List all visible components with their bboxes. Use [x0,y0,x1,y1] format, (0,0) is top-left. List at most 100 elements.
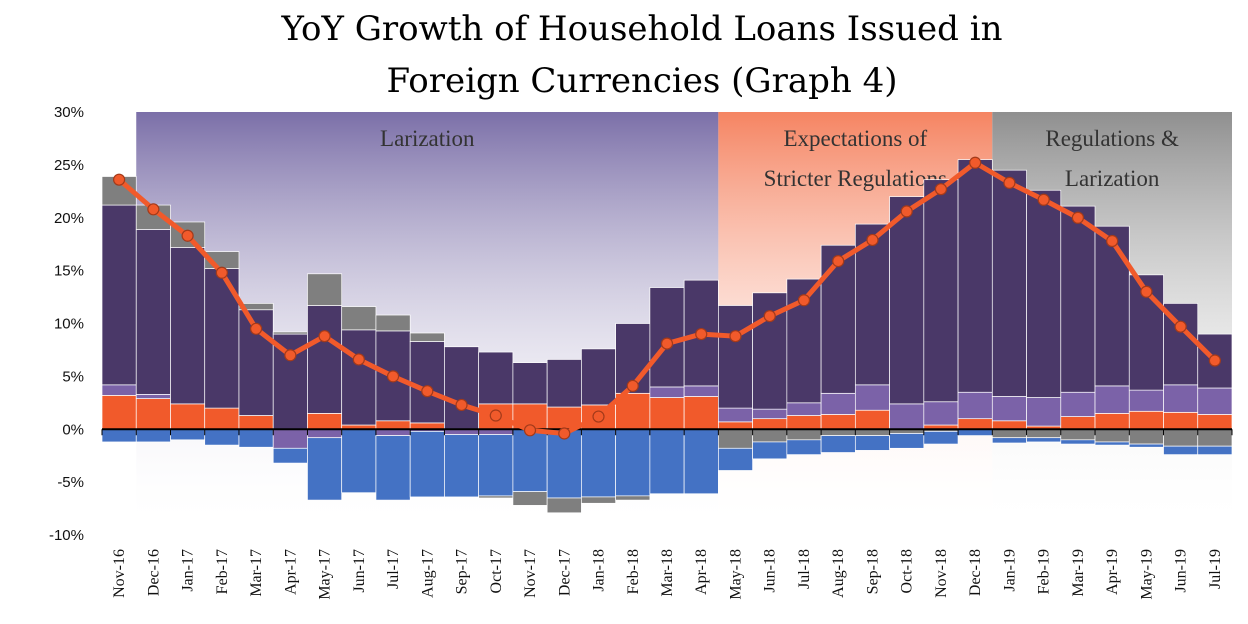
x-tick-label: Apr-17 [282,549,299,595]
y-tick-label: 10% [54,316,84,333]
y-tick-label: -10% [49,527,84,544]
bar-segment-0-2 [170,403,206,430]
bar-segment-4-18 [718,447,753,471]
bar-segment-4-17 [683,428,719,495]
bar-segment-2-12 [512,362,548,405]
bar-segment-3-28 [1060,428,1096,441]
bar-segment-2-24 [923,179,959,403]
bar-segment-3-26 [991,428,1027,439]
x-tick-label: Aug-17 [419,549,436,598]
bar-segment-2-13 [546,359,582,408]
bar-segment-3-20 [786,428,822,441]
bar-segment-0-25 [957,418,993,430]
bar-segment-3-29 [1094,428,1130,443]
bar-segment-2-27 [1026,189,1062,398]
x-tick-label: Mar-18 [659,549,676,597]
bar-segment-1-27 [1026,397,1062,427]
bar-segment-1-25 [957,391,993,420]
bar-segment-4-0 [101,428,137,443]
bar-segment-1-16 [649,386,685,398]
x-tick-label: Jun-18 [762,549,779,593]
bar-segment-1-1 [135,394,171,399]
bar-segment-1-0 [101,384,137,396]
y-tick-label: 5% [62,368,84,385]
y-tick-label: 0% [62,421,84,438]
bar-segment-3-31 [1163,428,1199,447]
bar-segment-2-22 [854,223,890,386]
bar-segment-1-19 [752,408,788,420]
bar-segment-0-19 [752,418,788,430]
line-point-6 [318,330,331,343]
bar-segment-0-0 [101,395,137,430]
bar-segment-4-24 [923,431,959,445]
bar-segment-0-3 [204,407,240,430]
bar-segment-4-20 [786,439,822,455]
bar-segment-1-23 [889,403,925,430]
bar-segment-1-18 [718,407,753,423]
bar-segment-1-30 [1128,389,1164,412]
bar-segment-4-9 [409,431,445,498]
bar-segment-0-8 [375,420,411,430]
x-tick-label: Jan-17 [180,549,197,592]
bar-segment-3-27 [1026,428,1062,439]
bar-segment-3-30 [1128,428,1164,445]
bar-segment-2-18 [718,305,753,409]
bar-segment-4-5 [272,447,308,464]
bar-segment-2-16 [649,287,685,388]
bar-segment-5-15 [615,495,651,501]
bar-segment-1-21 [820,392,856,415]
bar-segment-4-12 [512,428,548,492]
x-tick-label: Aug-18 [830,549,847,598]
line-point-25 [969,156,982,169]
bar-segment-3-18 [718,428,753,449]
x-tick-label: May-17 [317,549,334,600]
bar-segment-2-11 [478,351,514,405]
bar-segment-0-22 [854,409,890,430]
bar-segment-1-20 [786,402,822,416]
line-point-13 [558,427,571,440]
x-tick-label: Oct-18 [899,549,916,593]
bar-segment-0-31 [1163,411,1199,430]
line-point-5 [284,349,297,362]
x-tick-label: May-19 [1138,549,1155,600]
bar-segment-1-31 [1163,384,1199,413]
bar-segment-3-32 [1197,428,1233,447]
bar-segment-0-26 [991,420,1027,430]
bar-segment-3-9 [409,332,445,342]
bar-segment-2-25 [957,159,993,393]
x-axis: Nov-16 Dec-16 Jan-17 Feb-17 Mar-17 Apr-17 May-… [111,549,1224,600]
bar-segment-0-21 [820,414,856,430]
bar-segment-4-14 [581,428,616,498]
y-axis: 30% 25% 20% 15% 10% 5% 0% -5% -10% [49,104,84,544]
x-tick-label: Mar-19 [1070,549,1087,597]
bar-segment-1-24 [923,401,959,426]
bar-segment-4-10 [444,434,480,498]
line-point-15 [626,379,639,392]
bar-segment-2-0 [101,204,137,386]
bar-segment-2-29 [1094,225,1130,387]
bar-segment-2-23 [889,196,925,405]
bar-segment-4-28 [1060,439,1096,445]
bar-segment-4-2 [170,428,206,441]
bar-segment-2-14 [581,348,616,406]
bar-segment-3-4 [238,303,274,311]
bar-segment-3-5 [272,331,308,335]
region-label-2-1: Expectations of [783,126,927,151]
line-point-9 [421,385,434,398]
bar-segment-4-1 [135,428,171,443]
bar-segment-4-32 [1197,445,1233,455]
bar-segment-0-16 [649,397,685,430]
line-point-21 [832,255,845,268]
line-point-20 [797,294,811,307]
bar-segment-1-32 [1197,387,1233,415]
bar-segment-2-28 [1060,205,1096,393]
bar-segment-2-6 [307,305,343,414]
region-label-2-2: Stricter Regulations [764,166,947,191]
bar-segment-4-22 [854,435,890,451]
x-tick-label: Jan-18 [591,549,608,592]
y-tick-label: -5% [57,474,84,491]
x-tick-label: Dec-16 [145,549,162,596]
bar-segment-4-15 [615,428,651,497]
region-label-3-2: Larization [1065,166,1160,191]
